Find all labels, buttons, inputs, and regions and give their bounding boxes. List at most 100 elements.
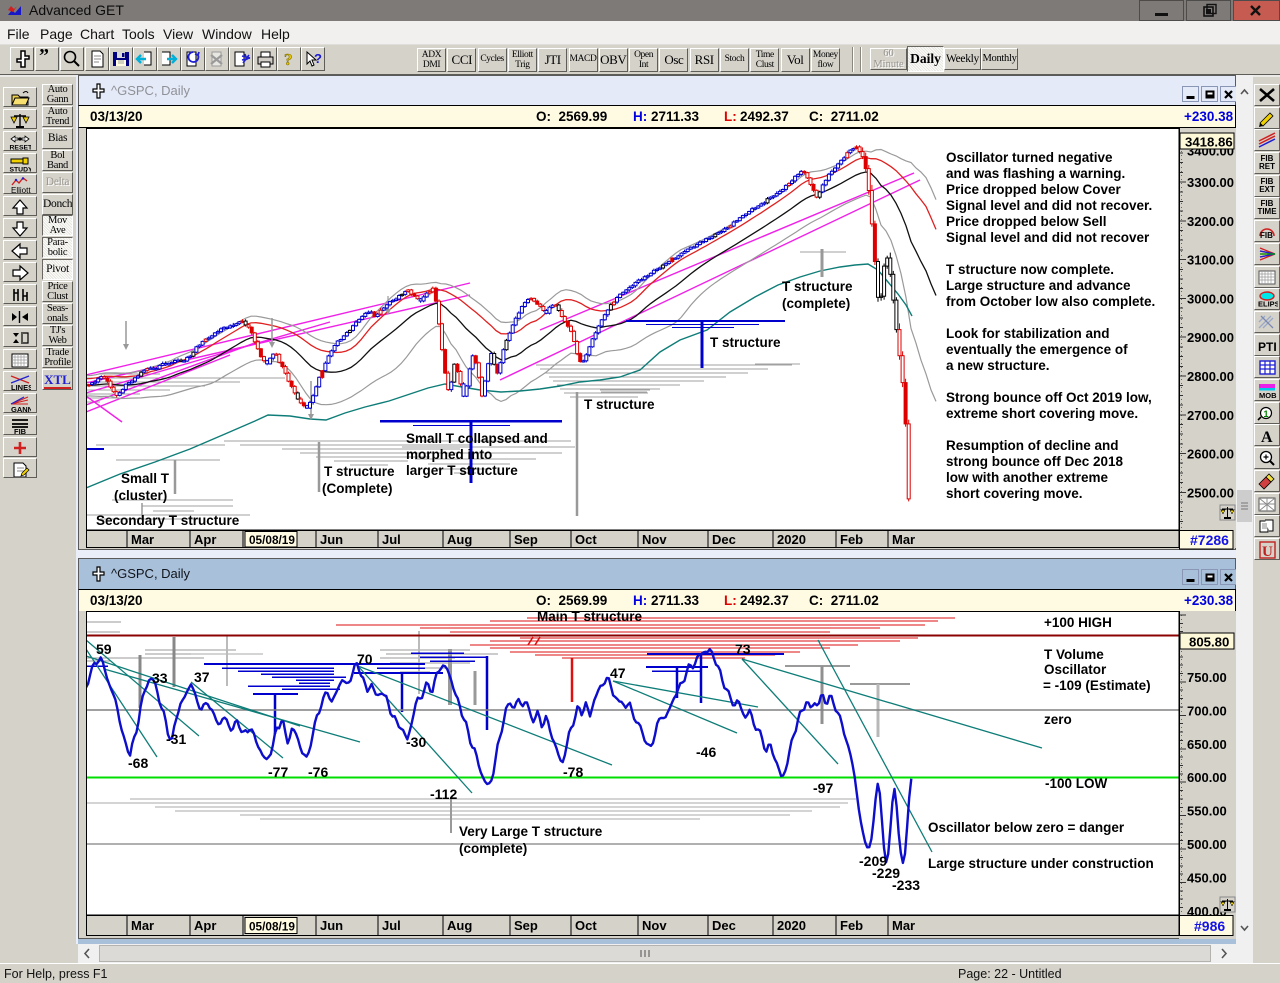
svg-text:33: 33 [152, 670, 168, 686]
svg-text:2020: 2020 [777, 918, 806, 933]
svg-text:3200.00: 3200.00 [1187, 214, 1234, 229]
svg-text:-209: -209 [859, 853, 887, 869]
svg-text:(complete): (complete) [459, 841, 527, 856]
svg-text:-77: -77 [268, 764, 288, 780]
svg-text:-46: -46 [696, 744, 716, 760]
svg-text:750.00: 750.00 [1187, 670, 1227, 685]
svg-text:Apr: Apr [194, 532, 216, 547]
svg-text:eventually the emergence of: eventually the emergence of [946, 342, 1128, 357]
svg-text:-31: -31 [166, 731, 186, 747]
svg-text:(complete): (complete) [782, 296, 850, 311]
svg-text:#986: #986 [1194, 918, 1225, 934]
svg-text:larger T structure: larger T structure [406, 463, 518, 478]
svg-text:-233: -233 [892, 877, 920, 893]
svg-text:short covering move.: short covering move. [946, 486, 1083, 501]
svg-text:(cluster): (cluster) [114, 488, 167, 503]
svg-text:T structure: T structure [710, 335, 781, 350]
svg-text:T Volume: T Volume [1044, 647, 1104, 662]
svg-text:-30: -30 [406, 734, 426, 750]
svg-text:2700.00: 2700.00 [1187, 408, 1234, 423]
svg-text:T structure now complete.: T structure now complete. [946, 262, 1114, 277]
svg-text:Dec: Dec [712, 918, 736, 933]
svg-text:Mar: Mar [131, 532, 154, 547]
svg-text:morphed into: morphed into [406, 447, 492, 462]
svg-text:Large structure and advance: Large structure and advance [946, 278, 1131, 293]
svg-text:LINES: LINES [11, 383, 31, 391]
svg-text:Oscillator turned negative: Oscillator turned negative [946, 150, 1113, 165]
svg-text:Aug: Aug [447, 532, 472, 547]
svg-text:Aug: Aug [447, 918, 472, 933]
svg-text:2020: 2020 [777, 532, 806, 547]
svg-text:550.00: 550.00 [1187, 804, 1227, 819]
svg-text:Dec: Dec [712, 532, 736, 547]
svg-text:500.00: 500.00 [1187, 837, 1227, 852]
svg-text:1: 1 [1264, 409, 1269, 419]
svg-text:and was flashing a warning.: and was flashing a warning. [946, 166, 1125, 181]
svg-text:Sep: Sep [514, 532, 538, 547]
svg-text:73: 73 [735, 641, 751, 657]
svg-text:2500.00: 2500.00 [1187, 485, 1234, 500]
svg-text:450.00: 450.00 [1187, 870, 1227, 885]
svg-text:A: A [1261, 429, 1273, 445]
svg-text:Feb: Feb [840, 918, 863, 933]
svg-text:2900.00: 2900.00 [1187, 330, 1234, 345]
svg-text:Apr: Apr [194, 918, 216, 933]
svg-text:strong bounce off Dec 2018: strong bounce off Dec 2018 [946, 454, 1124, 469]
svg-text:Very Large T structure: Very Large T structure [459, 824, 603, 839]
svg-text:Large structure under construc: Large structure under construction [928, 856, 1154, 871]
svg-text:ELIPS: ELIPS [1258, 300, 1278, 309]
svg-text:Elliott: Elliott [11, 186, 31, 194]
svg-text:FIB: FIB [1260, 231, 1273, 240]
svg-text:Small T: Small T [121, 471, 170, 486]
svg-text:?: ? [284, 50, 293, 69]
svg-text:47: 47 [610, 665, 626, 681]
svg-text:Sep: Sep [514, 918, 538, 933]
svg-text:-97: -97 [813, 780, 833, 796]
svg-text:Oscillator: Oscillator [1044, 662, 1107, 677]
svg-text:Nov: Nov [642, 918, 667, 933]
svg-text:Mar: Mar [131, 918, 154, 933]
svg-text:Jun: Jun [320, 918, 343, 933]
svg-text:Jul: Jul [382, 532, 401, 547]
svg-text:59: 59 [96, 641, 112, 657]
svg-text:05/08/19: 05/08/19 [249, 533, 295, 547]
svg-text:-100 LOW: -100 LOW [1045, 776, 1108, 791]
svg-text:2600.00: 2600.00 [1187, 447, 1234, 462]
svg-text:700.00: 700.00 [1187, 703, 1227, 718]
svg-text:(Complete): (Complete) [322, 481, 393, 496]
svg-text:#7286: #7286 [1190, 532, 1229, 548]
svg-text:?: ? [314, 51, 322, 66]
svg-text:2800.00: 2800.00 [1187, 369, 1234, 384]
svg-text:U: U [1262, 544, 1273, 559]
svg-text:Resumption of decline and: Resumption of decline and [946, 438, 1119, 453]
svg-text:T structure: T structure [782, 279, 853, 294]
svg-text:Strong bounce off Oct 2019 low: Strong bounce off Oct 2019 low, [946, 390, 1152, 405]
svg-text:T structure: T structure [584, 397, 655, 412]
svg-text:3000.00: 3000.00 [1187, 291, 1234, 306]
svg-text:a new structure.: a new structure. [946, 358, 1050, 373]
svg-text:zero: zero [1044, 712, 1072, 727]
svg-text:Mar: Mar [892, 532, 915, 547]
svg-text:600.00: 600.00 [1187, 770, 1227, 785]
svg-text:Small T collapsed and: Small T collapsed and [406, 431, 548, 446]
svg-text:Price dropped below Sell: Price dropped below Sell [946, 214, 1107, 229]
svg-text:Look for stabilization and: Look for stabilization and [946, 326, 1110, 341]
svg-text:70: 70 [357, 651, 373, 667]
svg-text:Price dropped below Cover: Price dropped below Cover [946, 182, 1122, 197]
svg-text:extreme short covering move.: extreme short covering move. [946, 406, 1138, 421]
svg-text:3300.00: 3300.00 [1187, 175, 1234, 190]
svg-text:low with another extreme: low with another extreme [946, 470, 1109, 485]
svg-text:Jul: Jul [382, 918, 401, 933]
svg-text:Signal level and did not recov: Signal level and did not recover [946, 230, 1150, 245]
svg-text:Main T structure: Main T structure [537, 611, 643, 624]
svg-text:-112: -112 [430, 786, 457, 802]
svg-text:GANN: GANN [11, 405, 31, 413]
svg-text:-229: -229 [872, 865, 900, 881]
svg-text:Oct: Oct [575, 532, 597, 547]
svg-text:-78: -78 [563, 764, 583, 780]
svg-text:PTI: PTI [1258, 340, 1277, 354]
svg-text:805.80: 805.80 [1189, 635, 1229, 650]
svg-text:37: 37 [194, 669, 210, 685]
svg-text:RESET: RESET [10, 145, 32, 152]
svg-text:STUDY: STUDY [10, 167, 32, 174]
